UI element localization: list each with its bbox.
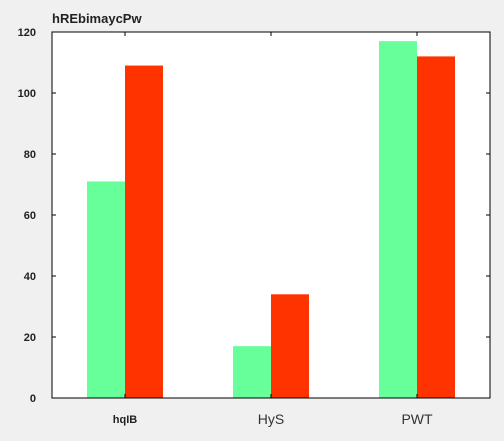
chart-title: hREbimaycPw — [52, 11, 142, 26]
y-tick-label: 20 — [24, 332, 36, 344]
x-axis: hqIB HyS PWT — [113, 32, 433, 427]
y-tick-label: 100 — [18, 88, 36, 100]
bar-hqib-series-2 — [125, 65, 163, 399]
y-tick-label: 0 — [30, 393, 36, 405]
y-tick-label: 80 — [24, 149, 36, 161]
bar-hys-series-1 — [233, 346, 271, 398]
bar-hqib-series-1 — [87, 181, 125, 398]
plot-frame — [51, 31, 491, 399]
bar-pwt-series-2 — [417, 56, 455, 399]
y-tick-label: 120 — [18, 27, 36, 39]
bar-pwt-series-1 — [379, 41, 417, 399]
y-tick-label: 60 — [24, 210, 36, 222]
y-tick-label: 40 — [24, 271, 36, 283]
bars-group — [87, 41, 455, 399]
x-tick-label-hqib: hqIB — [113, 414, 137, 426]
bar-hys-series-2 — [271, 294, 309, 398]
x-tick-label-pwt: PWT — [401, 411, 433, 427]
x-tick-label-hys: HyS — [258, 411, 284, 427]
